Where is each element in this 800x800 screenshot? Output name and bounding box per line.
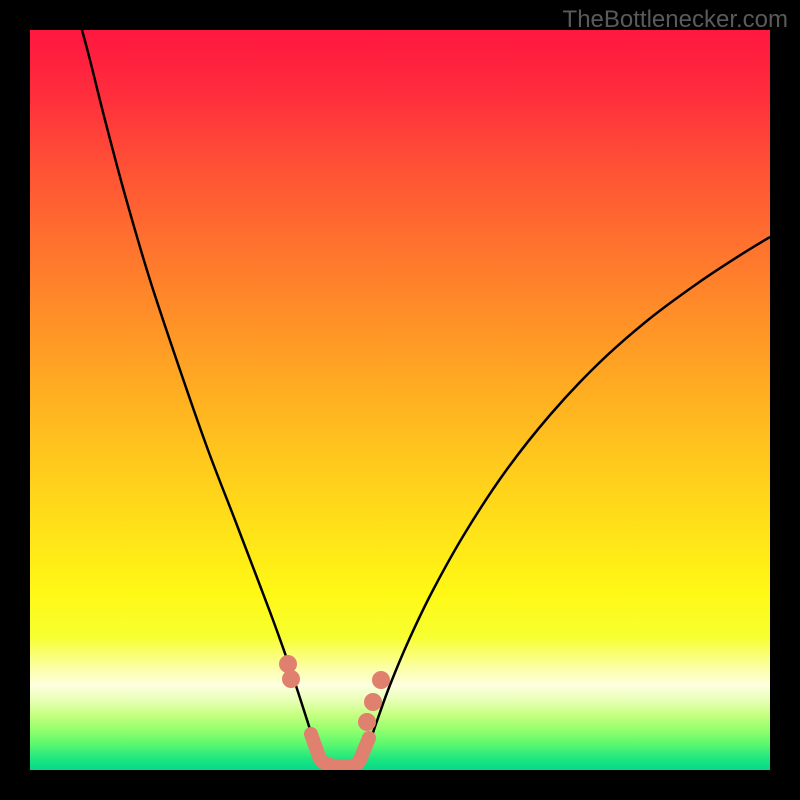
watermark-text: TheBottlenecker.com (563, 6, 788, 34)
data-point (282, 670, 300, 688)
chart-container: TheBottlenecker.com (0, 0, 800, 800)
data-point (358, 713, 376, 731)
data-point (372, 671, 390, 689)
data-point (279, 655, 297, 673)
plot-area (30, 30, 770, 770)
bottleneck-curve-chart (30, 30, 770, 770)
data-point (364, 693, 382, 711)
